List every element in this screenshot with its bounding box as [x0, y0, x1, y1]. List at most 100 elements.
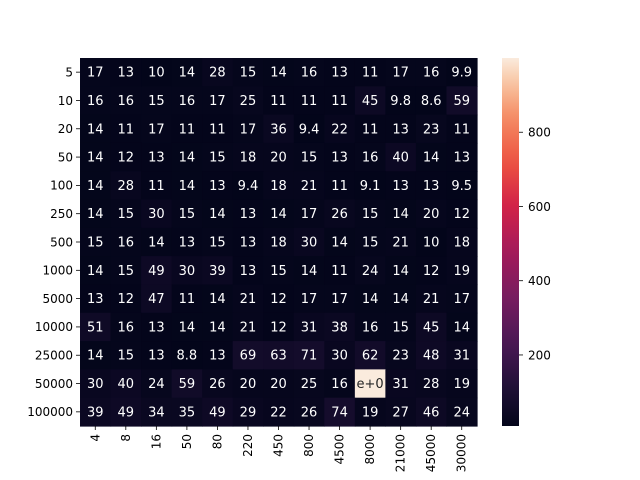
heatmap-cell — [324, 284, 356, 314]
x-axis-ticks: 4 8 16 50 80 220 450 800 4500 8000 21000 45000 30000 — [88, 426, 469, 472]
heatmap-cell — [324, 171, 356, 201]
heatmap-cell — [263, 171, 295, 201]
heatmap-cell — [324, 142, 356, 172]
heatmap-cell — [141, 114, 173, 144]
heatmap-cell — [415, 227, 448, 257]
cell-value-label: 45 — [362, 94, 379, 109]
cell-value-label: 25 — [240, 94, 257, 109]
cell-value-label: 14 — [331, 236, 348, 251]
cell-value-label: 46 — [423, 405, 440, 420]
heatmap-cell — [446, 341, 478, 370]
cell-value-label: 35 — [179, 405, 196, 420]
heatmap-cell — [202, 199, 234, 229]
cell-value-label: 13 — [179, 236, 196, 251]
heatmap-cells: 17 13 10 14 28 15 14 16 13 11 17 16 9.9 16 16 15 16 17 25 1… — [80, 58, 478, 427]
heatmap-cell — [110, 284, 142, 314]
cell-value-label: 15 — [118, 207, 135, 222]
heatmap-cell — [263, 397, 295, 427]
x-tick-label: 30000 — [455, 434, 469, 472]
cell-value-label: 59 — [179, 377, 196, 392]
heatmap-cell — [385, 312, 417, 342]
cell-value-label: 10 — [148, 66, 165, 81]
cell-value-label: 21 — [392, 236, 409, 251]
cell-value-label: 24 — [148, 377, 165, 392]
cell-value-label: 23 — [423, 122, 440, 137]
cell-value-label: 30 — [87, 377, 104, 392]
cell-value-label: 47 — [148, 292, 165, 307]
cell-value-label: 14 — [209, 207, 226, 222]
heatmap-cell — [263, 142, 295, 172]
heatmap-cell — [232, 142, 264, 172]
heatmap-cell — [385, 227, 417, 257]
heatmap-cell — [293, 58, 325, 87]
heatmap-cell — [202, 58, 234, 87]
heatmap-cell — [324, 86, 356, 116]
heatmap-cell — [80, 369, 112, 399]
cell-value-label: 14 — [87, 179, 104, 194]
heatmap-cell — [232, 341, 264, 370]
x-tick-label: 8 — [119, 434, 133, 442]
heatmap-cell — [202, 312, 234, 342]
cell-value-label: 45 — [423, 320, 440, 335]
heatmap-cell — [141, 369, 173, 399]
cell-value-label: 11 — [453, 122, 470, 137]
heatmap-cell — [415, 341, 448, 370]
heatmap-cell — [415, 369, 448, 399]
cell-value-label: 9.4 — [299, 122, 320, 137]
heatmap-cell — [385, 397, 417, 427]
heatmap-cell — [263, 114, 295, 144]
cell-value-label: 24 — [362, 264, 379, 279]
heatmap-cell — [110, 58, 142, 87]
heatmap-cell — [263, 199, 295, 229]
heatmap-cell — [141, 227, 173, 257]
heatmap-cell — [354, 114, 386, 144]
cell-value-label: 11 — [331, 94, 348, 109]
x-tick-label: 4500 — [333, 434, 347, 465]
heatmap-cell — [354, 256, 386, 286]
heatmap-cell — [415, 312, 448, 342]
heatmap-cell — [171, 58, 203, 87]
heatmap-cell — [354, 369, 386, 399]
heatmap-cell — [110, 114, 142, 144]
y-tick-label: 20 — [58, 122, 73, 136]
cell-value-label: 14 — [179, 320, 196, 335]
cell-value-label: 13 — [453, 151, 470, 166]
heatmap-cell — [202, 341, 234, 370]
cell-value-label: 40 — [118, 377, 135, 392]
cell-value-label: 14 — [87, 122, 104, 137]
cell-value-label: 25 — [301, 377, 318, 392]
cell-value-label: 21 — [423, 292, 440, 307]
cell-value-label: 21 — [240, 292, 257, 307]
cell-value-label: 15 — [179, 207, 196, 222]
heatmap-cell — [202, 256, 234, 286]
cell-value-label: 9.9 — [451, 66, 472, 81]
cell-value-label: e+0 — [357, 377, 384, 392]
heatmap-cell — [171, 341, 203, 370]
cell-value-label: 14 — [87, 151, 104, 166]
heatmap-cell — [80, 142, 112, 172]
heatmap-cell — [141, 58, 173, 87]
heatmap-cell — [446, 227, 478, 257]
heatmap-cell — [141, 199, 173, 229]
heatmap-cell — [263, 58, 295, 87]
heatmap-cell — [110, 86, 142, 116]
cell-value-label: 13 — [87, 292, 104, 307]
heatmap-cell — [171, 171, 203, 201]
heatmap-cell — [324, 312, 356, 342]
heatmap-cell — [415, 171, 448, 201]
cell-value-label: 19 — [453, 377, 470, 392]
heatmap-cell — [385, 284, 417, 314]
heatmap-cell — [202, 114, 234, 144]
heatmap-cell — [385, 256, 417, 286]
cell-value-label: 51 — [87, 320, 104, 335]
heatmap-cell — [385, 58, 417, 87]
y-tick-label: 50 — [58, 150, 73, 164]
heatmap-cell — [446, 397, 478, 427]
cell-value-label: 30 — [179, 264, 196, 279]
cell-value-label: 16 — [423, 66, 440, 81]
cell-value-label: 29 — [240, 405, 257, 420]
x-tick-label: 8000 — [363, 434, 377, 465]
cell-value-label: 15 — [118, 349, 135, 364]
cell-value-label: 14 — [453, 320, 470, 335]
cell-value-label: 13 — [240, 236, 257, 251]
